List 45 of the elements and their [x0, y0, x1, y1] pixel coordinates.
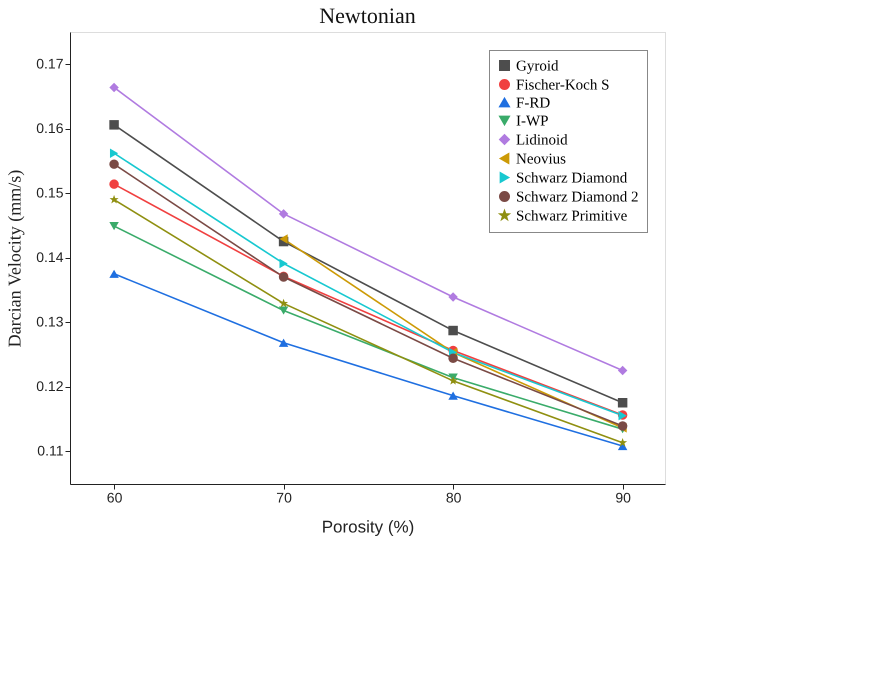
x-tick-label: 60: [106, 490, 123, 506]
point: [109, 82, 119, 92]
y-tick-label: 0.13: [36, 314, 64, 330]
y-tick-label: 0.12: [36, 378, 64, 394]
point: [109, 120, 119, 130]
point: [618, 398, 628, 408]
point: [109, 270, 119, 278]
point: [618, 366, 628, 376]
point: [448, 376, 458, 385]
legend-label: F-RD: [516, 96, 550, 112]
x-axis-title: Porosity (%): [322, 518, 414, 536]
y-tick-label: 0.17: [36, 56, 64, 72]
legend-label: Fischer-Koch S: [516, 78, 610, 94]
chart-title: Newtonian: [319, 3, 416, 28]
legend-label: Schwarz Diamond: [516, 170, 628, 186]
point: [279, 234, 288, 244]
point: [109, 179, 119, 189]
point: [278, 209, 288, 219]
legend-label: I-WP: [516, 114, 548, 130]
point: [110, 194, 119, 204]
legend-label: Schwarz Primitive: [516, 208, 628, 224]
legend-label: Gyroid: [516, 58, 559, 74]
y-tick-label: 0.14: [36, 249, 64, 266]
x-tick-label: 90: [615, 490, 632, 506]
legend-label: Lidinoid: [516, 132, 568, 148]
y-tick-label: 0.11: [37, 442, 64, 459]
x-tick-label: 70: [276, 490, 292, 506]
y-axis-title: Darcian Velocity (mm/s): [4, 170, 24, 348]
point: [110, 148, 118, 158]
y-tick-label: 0.16: [36, 120, 64, 136]
y-tick-label: 0.15: [36, 184, 64, 201]
point: [279, 298, 288, 308]
point: [448, 292, 458, 302]
point: [448, 326, 458, 336]
point: [448, 392, 458, 400]
point: [279, 258, 288, 268]
point: [109, 222, 119, 230]
point: [278, 306, 288, 315]
legend-label: Schwarz Diamond 2: [516, 190, 638, 206]
point: [618, 438, 628, 447]
x-tick-label: 80: [446, 490, 462, 506]
point: [448, 354, 458, 363]
point: [109, 159, 119, 169]
legend-label: Neovius: [516, 152, 566, 168]
point: [278, 338, 288, 347]
